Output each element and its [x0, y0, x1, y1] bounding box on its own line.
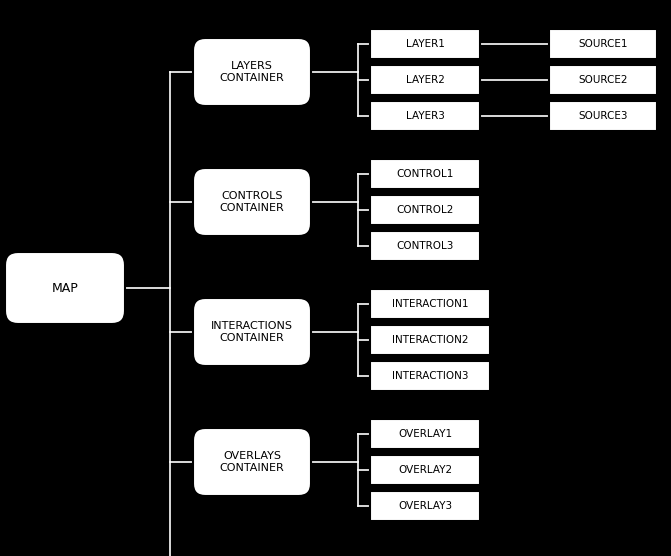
Bar	[549, 29, 657, 59]
Text: OVERLAY3: OVERLAY3	[398, 501, 452, 511]
Bar	[370, 65, 480, 95]
Bar	[370, 455, 480, 485]
Text: INTERACTION1: INTERACTION1	[392, 299, 468, 309]
Text: OVERLAY1: OVERLAY1	[398, 429, 452, 439]
Text: INTERACTION2: INTERACTION2	[392, 335, 468, 345]
FancyBboxPatch shape	[193, 38, 311, 106]
Text: CONTROL2: CONTROL2	[397, 205, 454, 215]
Text: CONTROL3: CONTROL3	[397, 241, 454, 251]
Text: SOURCE1: SOURCE1	[578, 39, 628, 49]
Bar	[370, 231, 480, 261]
Text: LAYER2: LAYER2	[405, 75, 444, 85]
Bar	[549, 101, 657, 131]
Text: LAYERS
CONTAINER: LAYERS CONTAINER	[219, 61, 285, 83]
Text: INTERACTIONS
CONTAINER: INTERACTIONS CONTAINER	[211, 321, 293, 343]
Text: INTERACTION3: INTERACTION3	[392, 371, 468, 381]
Bar	[549, 65, 657, 95]
Text: CONTROL1: CONTROL1	[397, 169, 454, 179]
FancyBboxPatch shape	[5, 252, 125, 324]
Bar	[370, 289, 490, 319]
Bar	[370, 195, 480, 225]
FancyBboxPatch shape	[193, 298, 311, 366]
Bar	[370, 361, 490, 391]
Text: OVERLAY2: OVERLAY2	[398, 465, 452, 475]
Bar	[370, 101, 480, 131]
Bar	[370, 325, 490, 355]
Text: CONTROLS
CONTAINER: CONTROLS CONTAINER	[219, 191, 285, 213]
Text: LAYER1: LAYER1	[405, 39, 444, 49]
Bar	[370, 419, 480, 449]
Text: OVERLAYS
CONTAINER: OVERLAYS CONTAINER	[219, 451, 285, 473]
Text: SOURCE2: SOURCE2	[578, 75, 628, 85]
FancyBboxPatch shape	[193, 168, 311, 236]
Bar	[370, 159, 480, 189]
Bar	[370, 29, 480, 59]
FancyBboxPatch shape	[193, 428, 311, 496]
Text: LAYER3: LAYER3	[405, 111, 444, 121]
Bar	[370, 491, 480, 521]
Text: SOURCE3: SOURCE3	[578, 111, 628, 121]
Text: MAP: MAP	[52, 281, 79, 295]
